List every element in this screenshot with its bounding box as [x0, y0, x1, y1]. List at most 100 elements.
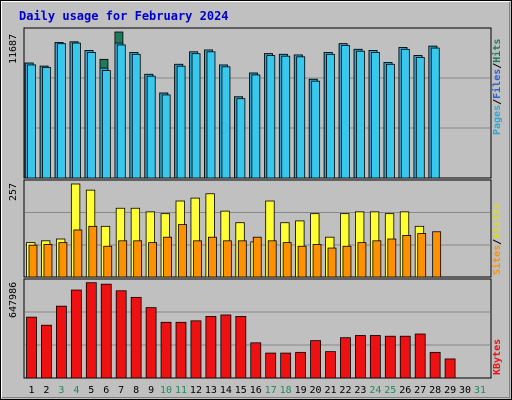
day-label: 17 — [265, 385, 277, 396]
bar-kbytes — [175, 321, 187, 379]
day-label: 19 — [295, 385, 307, 396]
bar-kbytes — [56, 305, 67, 379]
bar-files — [72, 42, 81, 179]
bar-kbytes — [325, 351, 336, 379]
bar-sites — [118, 240, 128, 278]
bar-files — [87, 52, 96, 179]
legend-entry: Pages — [492, 105, 503, 135]
bar-kbytes — [235, 316, 247, 379]
bar-sites — [88, 225, 98, 278]
bar-kbytes — [250, 342, 262, 379]
bar-files — [146, 75, 156, 179]
day-label: 11 — [175, 385, 187, 396]
bar-sites — [28, 244, 38, 278]
legend-kbytes: KBytes — [492, 339, 503, 375]
bar-files — [356, 50, 365, 179]
bar-kbytes — [205, 316, 217, 379]
day-label: 14 — [220, 385, 232, 396]
bar-sites — [372, 240, 382, 278]
bar-sites — [58, 242, 68, 278]
bar-files — [311, 80, 321, 179]
bar-sites — [163, 236, 172, 278]
bar-kbytes — [220, 314, 232, 379]
bar-kbytes — [26, 316, 37, 379]
day-label: 3 — [58, 385, 64, 396]
bar-files — [415, 57, 425, 179]
bar-kbytes — [70, 289, 82, 379]
bar-sites — [43, 244, 53, 278]
legend-entry: Hits — [491, 39, 503, 63]
day-label: 20 — [310, 385, 322, 396]
bar-sites — [417, 233, 427, 278]
bar-files — [385, 63, 395, 179]
legend-entry: Visits — [491, 203, 503, 239]
bar-sites — [178, 224, 187, 278]
bar-kbytes — [369, 335, 381, 379]
bar-kbytes — [145, 307, 157, 379]
legend-entry: KBytes — [492, 339, 503, 375]
day-label: 27 — [414, 385, 426, 396]
panel-mid-max-label: 257 — [8, 183, 19, 201]
bar-sites — [207, 236, 217, 278]
bar-kbytes — [130, 296, 142, 379]
bar-files — [266, 55, 276, 179]
legend-entry: / — [492, 239, 503, 245]
day-label: 24 — [369, 385, 381, 396]
day-label: 2 — [43, 385, 49, 396]
day-label: 23 — [354, 385, 366, 396]
legend-entry: / — [492, 63, 503, 69]
bar-sites — [252, 236, 262, 278]
bar-files — [371, 52, 380, 179]
bar-sites — [357, 242, 367, 278]
bar-sites — [342, 245, 352, 278]
bar-kbytes — [354, 335, 366, 379]
bar-sites — [237, 240, 247, 278]
bar-files — [281, 55, 291, 179]
bar-files — [116, 44, 126, 179]
bar-sites — [387, 238, 397, 278]
bar-files — [27, 64, 37, 179]
bar-sites — [73, 229, 83, 278]
bar-files — [101, 70, 111, 179]
legend-sites-visits: Sites/Visits — [491, 203, 503, 275]
bar-files — [191, 53, 201, 179]
bar-kbytes — [399, 335, 411, 379]
bar-files — [42, 67, 51, 179]
bar-sites — [193, 240, 202, 278]
day-label: 26 — [399, 385, 411, 396]
bar-sites — [432, 231, 442, 278]
day-label: 1 — [28, 385, 34, 396]
bar-files — [221, 66, 231, 179]
legend-entry: Files — [491, 69, 503, 99]
bar-sites — [148, 242, 158, 278]
day-label: 13 — [205, 385, 217, 396]
bar-files — [131, 53, 141, 179]
legend-pages-files-hits: Pages/Files/Hits — [491, 39, 503, 135]
day-label: 4 — [73, 385, 79, 396]
bar-files — [161, 94, 171, 179]
day-label: 6 — [103, 385, 109, 396]
day-label: 22 — [339, 385, 351, 396]
bar-kbytes — [41, 324, 52, 379]
bar-sites — [327, 247, 337, 278]
day-label: 8 — [133, 385, 139, 396]
bar-kbytes — [115, 290, 127, 379]
bar-kbytes — [295, 351, 307, 379]
bar-files — [400, 48, 410, 179]
x-axis-day-labels: 1 2 3 4 5 6 7 8 9 10 11 12 13 14 15 16 17 18 19 20 21 22 23 24 2… — [28, 385, 486, 396]
day-label: 29 — [444, 385, 456, 396]
bar-kbytes — [429, 351, 441, 379]
bar-files — [236, 98, 246, 179]
bar-kbytes — [85, 282, 97, 379]
legend-entry: Sites — [491, 245, 503, 275]
bar-sites — [282, 242, 292, 278]
day-label: 16 — [250, 385, 262, 396]
bar-sites — [267, 240, 277, 278]
bar-kbytes — [280, 352, 292, 379]
bar-files — [206, 51, 216, 179]
bar-kbytes — [160, 321, 172, 379]
day-label: 21 — [324, 385, 336, 396]
legend-entry: / — [492, 99, 503, 105]
bar-kbytes — [414, 333, 426, 379]
